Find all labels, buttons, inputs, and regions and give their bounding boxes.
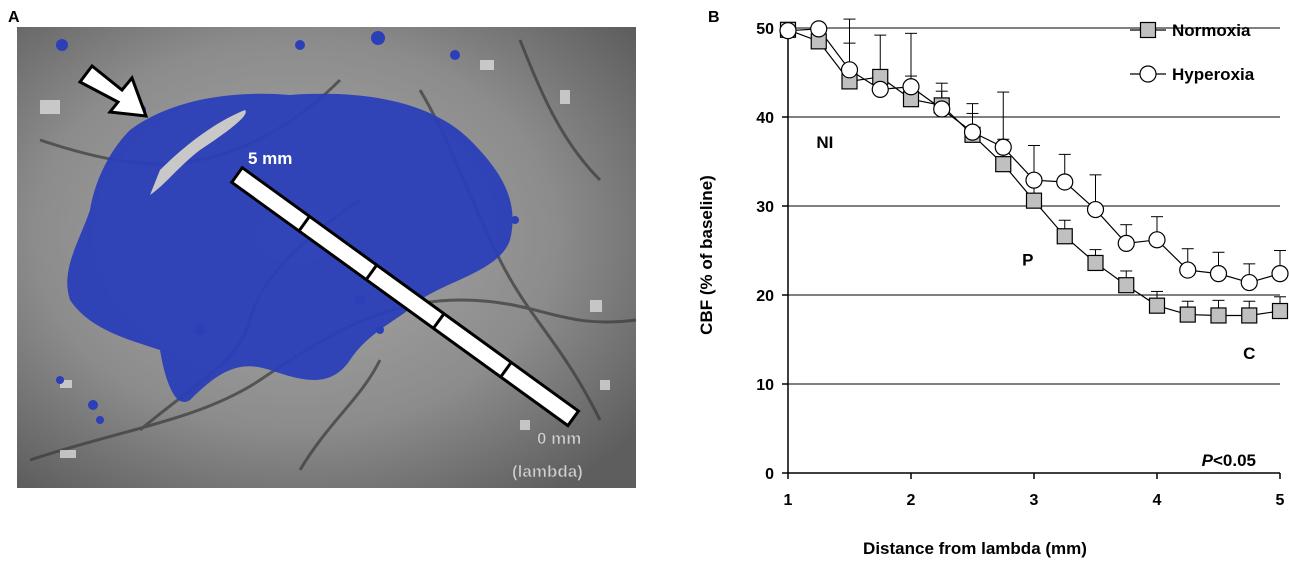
- scale-bar: [229, 165, 581, 428]
- x-tick-label-2: 2: [907, 492, 916, 509]
- y-tick-label-30: 30: [756, 199, 774, 216]
- annotation-p: P: [1022, 251, 1033, 270]
- y-tick-label-40: 40: [756, 110, 774, 127]
- normoxia-point-8: [1025, 192, 1043, 209]
- panel-b-letter: B: [708, 9, 720, 26]
- annotation-c: C: [1243, 344, 1255, 363]
- panel-a-perfusion-image: A: [8, 9, 637, 488]
- hyperoxia-point-13: [1179, 261, 1197, 279]
- hyperoxia-point-12: [1148, 231, 1166, 249]
- y-tick-label-20: 20: [756, 288, 774, 305]
- scale-label-lambda: (lambda): [512, 462, 583, 481]
- x-tick-label-3: 3: [1030, 492, 1039, 509]
- hyperoxia-point-14: [1209, 265, 1228, 283]
- hyperoxia-point-7: [994, 138, 1012, 156]
- hyperoxia-point-3: [871, 80, 889, 99]
- y-tick-label-0: 0: [765, 466, 774, 483]
- data-markers: [779, 20, 1289, 324]
- y-axis-title: CBF (% of baseline): [697, 175, 716, 335]
- scale-label-0mm: 0 mm: [537, 429, 581, 448]
- x-tick-label-1: 1: [784, 492, 793, 509]
- speckle-highlights: [40, 60, 610, 458]
- normoxia-point-13: [1179, 306, 1196, 323]
- perfusion-deficit-region: [56, 31, 519, 424]
- hyperoxia-point-9: [1056, 173, 1074, 191]
- y-tick-label-50: 50: [756, 21, 774, 38]
- normoxia-point-7: [995, 156, 1012, 173]
- significance-p: P: [1202, 451, 1214, 470]
- normoxia-point-9: [1056, 228, 1073, 245]
- hyperoxia-point-11: [1117, 234, 1135, 252]
- hyperoxia-point-15: [1240, 273, 1258, 292]
- hyperoxia-point-10: [1086, 200, 1105, 219]
- hyperoxia-point-2: [840, 61, 859, 79]
- hyperoxia-point-1: [810, 20, 828, 38]
- scale-label-5mm: 5 mm: [248, 149, 292, 168]
- normoxia-point-11: [1118, 277, 1135, 294]
- legend-marker-normoxia: [1139, 21, 1157, 39]
- x-tick-label-4: 4: [1153, 492, 1162, 509]
- white-arrow-icon: [77, 63, 149, 118]
- region-annotations: NI P C: [816, 133, 1255, 363]
- normoxia-point-10: [1087, 254, 1104, 272]
- legend-label-normoxia: Normoxia: [1172, 21, 1251, 40]
- hyperoxia-point-8: [1025, 171, 1043, 189]
- hyperoxia-point-5: [933, 100, 951, 118]
- normoxia-point-16: [1271, 302, 1289, 320]
- normoxia-point-15: [1241, 307, 1258, 324]
- y-tick-labels: 0 10 20 30 40 50: [756, 21, 774, 483]
- y-tick-label-10: 10: [756, 377, 774, 394]
- legend-label-hyperoxia: Hyperoxia: [1172, 65, 1255, 84]
- hyperoxia-point-0: [779, 22, 797, 40]
- hyperoxia-point-4: [902, 78, 920, 96]
- hyperoxia-point-16: [1271, 265, 1289, 283]
- normoxia-point-14: [1210, 307, 1227, 324]
- axes: [782, 24, 1281, 479]
- panel-a-letter: A: [8, 9, 20, 26]
- legend: Normoxia Hyperoxia: [1130, 21, 1255, 84]
- normoxia-point-12: [1148, 297, 1166, 314]
- x-axis-title: Distance from lambda (mm): [863, 539, 1087, 558]
- legend-marker-hyperoxia: [1139, 65, 1157, 83]
- x-tick-label-5: 5: [1276, 492, 1285, 509]
- significance-value: <0.05: [1213, 451, 1256, 470]
- significance-label: P<0.05: [1202, 451, 1256, 470]
- annotation-ni: NI: [816, 133, 833, 152]
- x-tick-labels: 1 2 3 4 5: [784, 492, 1285, 509]
- panel-b-chart: B 0 10 20 30 40 50 1 2 3 4 5 NI P C Normoxia Hyperox…: [697, 9, 1289, 558]
- hyperoxia-point-6: [963, 123, 982, 141]
